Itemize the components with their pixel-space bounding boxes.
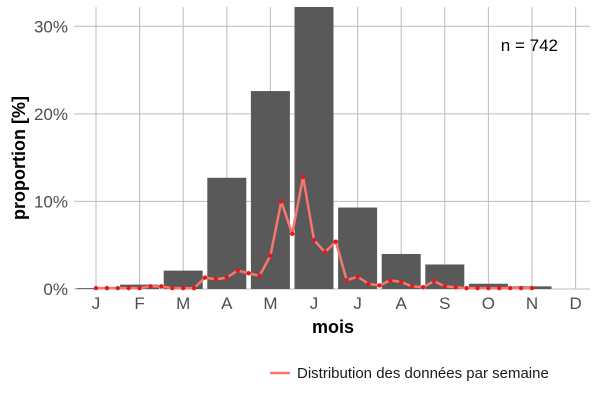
weekly-point bbox=[137, 285, 142, 291]
weekly-point bbox=[159, 284, 164, 289]
y-tick-label: 0% bbox=[43, 280, 68, 299]
weekly-point bbox=[181, 285, 186, 291]
weekly-point bbox=[126, 285, 131, 291]
sample-size-annotation: n = 742 bbox=[501, 36, 558, 55]
weekly-point bbox=[246, 271, 251, 276]
bar-4 bbox=[250, 91, 290, 290]
x-axis-title: mois bbox=[312, 317, 354, 337]
x-tick-label: M bbox=[176, 294, 190, 313]
x-tick-label: N bbox=[526, 294, 538, 313]
legend-label: Distribution des données par semaine bbox=[297, 365, 549, 382]
x-tick-label: A bbox=[221, 294, 233, 313]
bar-5 bbox=[294, 7, 334, 289]
weekly-point bbox=[170, 285, 175, 291]
x-tick-label: S bbox=[439, 294, 450, 313]
weekly-point bbox=[388, 278, 393, 283]
weekly-point bbox=[431, 278, 437, 284]
y-tick-labels: 0% 10% 20% 30% bbox=[34, 17, 68, 299]
weekly-point bbox=[366, 281, 371, 286]
weekly-point bbox=[115, 285, 121, 291]
x-tick-label: M bbox=[263, 294, 277, 313]
x-gridlines bbox=[95, 7, 577, 289]
weekly-point bbox=[311, 237, 317, 243]
weekly-point bbox=[322, 250, 328, 255]
weekly-point bbox=[508, 285, 513, 291]
weekly-point bbox=[268, 253, 273, 258]
weekly-point bbox=[202, 275, 208, 280]
weekly-point bbox=[93, 285, 99, 291]
y-tick-label: 20% bbox=[34, 105, 68, 124]
weekly-point bbox=[279, 199, 284, 204]
weekly-point bbox=[104, 285, 110, 291]
weekly-point bbox=[442, 284, 447, 289]
weekly-point bbox=[399, 279, 404, 285]
weekly-point bbox=[344, 278, 349, 283]
y-tick-label: 10% bbox=[34, 192, 68, 211]
weekly-point bbox=[453, 285, 458, 290]
x-tick-label: A bbox=[396, 294, 408, 313]
x-tick-label: O bbox=[482, 294, 495, 313]
weekly-point bbox=[235, 268, 240, 273]
y-axis-title: proportion [%] bbox=[9, 96, 29, 220]
weekly-point bbox=[529, 285, 535, 291]
weekly-points bbox=[93, 174, 535, 291]
x-tick-label: J bbox=[92, 294, 101, 313]
weekly-point bbox=[486, 285, 491, 291]
weekly-point bbox=[409, 284, 415, 289]
weekly-point bbox=[300, 174, 306, 180]
x-tick-label: F bbox=[134, 294, 144, 313]
weekly-point bbox=[355, 274, 360, 279]
weekly-point bbox=[518, 285, 524, 291]
weekly-point bbox=[290, 231, 295, 237]
bar-2 bbox=[163, 270, 203, 289]
bars bbox=[76, 7, 552, 290]
x-tick-label: D bbox=[569, 294, 581, 313]
x-tick-label: J bbox=[310, 294, 319, 313]
y-tick-label: 30% bbox=[34, 17, 68, 36]
weekly-point bbox=[497, 285, 502, 291]
x-tick-label: J bbox=[353, 294, 362, 313]
weekly-point bbox=[213, 277, 219, 282]
weekly-point bbox=[257, 273, 262, 279]
weekly-point bbox=[148, 284, 153, 289]
weekly-point bbox=[475, 285, 480, 291]
weekly-point bbox=[191, 285, 197, 291]
weekly-point bbox=[420, 285, 426, 290]
weekly-point bbox=[464, 285, 469, 291]
weekly-point bbox=[224, 275, 229, 280]
weekly-point bbox=[377, 283, 382, 288]
weekly-point bbox=[333, 239, 338, 244]
legend: Distribution des données par semaine bbox=[270, 365, 549, 382]
